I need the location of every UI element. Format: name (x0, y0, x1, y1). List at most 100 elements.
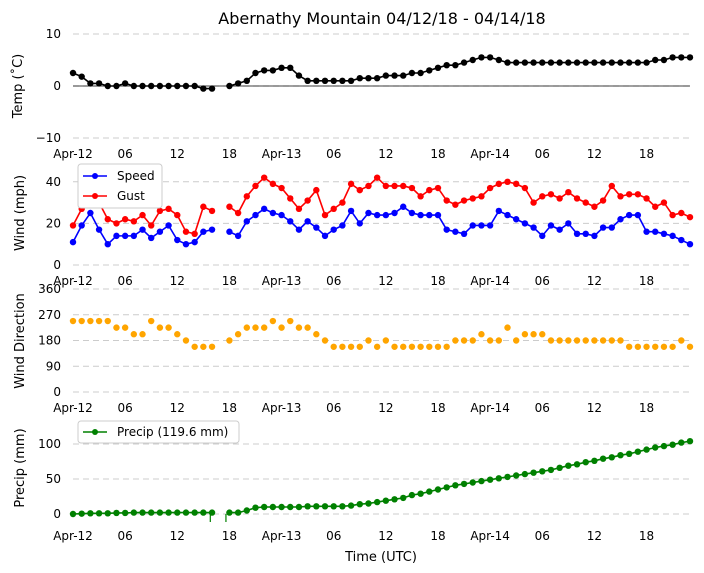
temp-ytick-label: 0 (53, 79, 61, 93)
precip-data-point (652, 444, 659, 451)
precip-xtick-label: Apr-13 (262, 529, 302, 543)
direction-data-point (252, 324, 259, 331)
precip-xtick-label: 12 (587, 529, 602, 543)
direction-xtick-label: Apr-14 (470, 401, 510, 415)
precip-xtick-label: 18 (639, 529, 654, 543)
wind-data-point (243, 193, 251, 200)
temp-data-point (426, 67, 433, 74)
temp-data-point (174, 82, 181, 90)
precip-data-point (565, 462, 572, 469)
precip-xtick-label: Apr-12 (53, 529, 93, 543)
direction-data-point (417, 343, 424, 350)
direction-data-point (148, 317, 155, 325)
precip-data-point (234, 509, 242, 516)
temp-data-point (547, 59, 555, 66)
direction-xtick-label: 12 (170, 401, 185, 415)
wind-data-point (165, 222, 172, 229)
temp-data-point (625, 59, 633, 66)
wind-data-point (669, 211, 676, 219)
legend-speed-label: Speed (117, 169, 155, 183)
wind-xtick-label: 06 (326, 274, 341, 288)
direction-ytick-label: 0 (53, 385, 61, 399)
temp-data-point (382, 72, 390, 79)
wind-data-point (260, 205, 268, 213)
wind-data-point (565, 220, 572, 227)
direction-data-point (573, 337, 581, 344)
temp-data-point (660, 56, 668, 64)
wind-data-point (295, 205, 303, 213)
direction-data-point (686, 343, 694, 350)
direction-xtick-label: Apr-12 (53, 401, 93, 415)
wind-xtick-label: Apr-12 (53, 274, 93, 288)
wind-data-point (478, 193, 485, 200)
wind-data-point (400, 182, 407, 190)
wind-data-point (686, 241, 694, 248)
temp-data-point (69, 69, 77, 77)
direction-data-point (113, 324, 120, 331)
wind-data-point (165, 205, 172, 213)
temp-data-point (287, 64, 294, 72)
wind-data-point (347, 207, 355, 215)
direction-xtick-label: 18 (222, 401, 237, 415)
direction-data-point (260, 324, 268, 331)
wind-data-point (591, 203, 598, 210)
temp-data-point (182, 82, 190, 90)
wind-xtick-label: 12 (587, 274, 602, 288)
wind-legend-box (77, 163, 163, 209)
wind-data-point (139, 211, 146, 219)
wind-ylabel: Wind (mph) (13, 175, 28, 251)
temp-data-point (443, 61, 450, 69)
wind-data-point (652, 203, 659, 210)
wind-data-point (521, 184, 529, 192)
wind-data-point (469, 222, 476, 229)
wind-data-point (182, 228, 190, 235)
precip-data-point (634, 448, 642, 455)
wind-data-point (452, 201, 459, 208)
direction-ylabel: Wind Direction (13, 293, 28, 389)
temp-data-point (678, 54, 685, 61)
precip-data-point (599, 455, 607, 462)
precip-data-point (521, 470, 529, 478)
precip-data-point (113, 509, 120, 517)
wind-data-point (521, 220, 529, 227)
direction-data-point (547, 337, 555, 344)
wind-data-point (391, 209, 398, 217)
temp-series-0 (69, 54, 694, 92)
precip-data-point (582, 459, 589, 466)
temp-panel: 10 0 −10 Apr-12 06 12 18 Apr-13 06 12 18 Apr-14 06 12… (10, 27, 694, 161)
direction-data-point (208, 343, 216, 350)
temp-data-point (347, 77, 355, 85)
temp-data-point (469, 56, 476, 64)
wind-data-point (573, 230, 581, 237)
direction-xtick-label: Apr-13 (262, 401, 302, 415)
precip-data-point (426, 488, 433, 495)
direction-data-point (365, 337, 372, 344)
temp-xtick-label: 18 (430, 147, 445, 161)
precip-data-point (660, 442, 668, 450)
precip-legend: Precip (119.6 mm) (77, 420, 240, 444)
wind-data-point (287, 218, 294, 225)
direction-data-point (591, 337, 598, 344)
temp-data-point (226, 82, 233, 90)
wind-data-point (269, 180, 277, 188)
precip-data-point (260, 503, 268, 511)
temp-data-point (452, 61, 459, 69)
direction-data-point (565, 337, 572, 344)
precip-data-point (382, 497, 390, 504)
wind-data-point (539, 193, 546, 200)
direction-data-point (643, 343, 650, 350)
precip-data-point (495, 475, 503, 482)
precip-data-point (295, 503, 303, 511)
wind-data-point (400, 203, 407, 210)
wind-data-point (95, 226, 103, 233)
wind-xtick-label: 06 (535, 274, 550, 288)
wind-data-point (678, 209, 685, 217)
temp-data-point (130, 82, 138, 90)
wind-data-point (156, 228, 164, 235)
temp-data-point (617, 59, 624, 66)
wind-data-point (365, 182, 372, 190)
direction-data-point (469, 337, 476, 344)
wind-data-point (643, 195, 650, 202)
direction-data-point (174, 331, 181, 338)
wind-data-point (452, 228, 459, 235)
